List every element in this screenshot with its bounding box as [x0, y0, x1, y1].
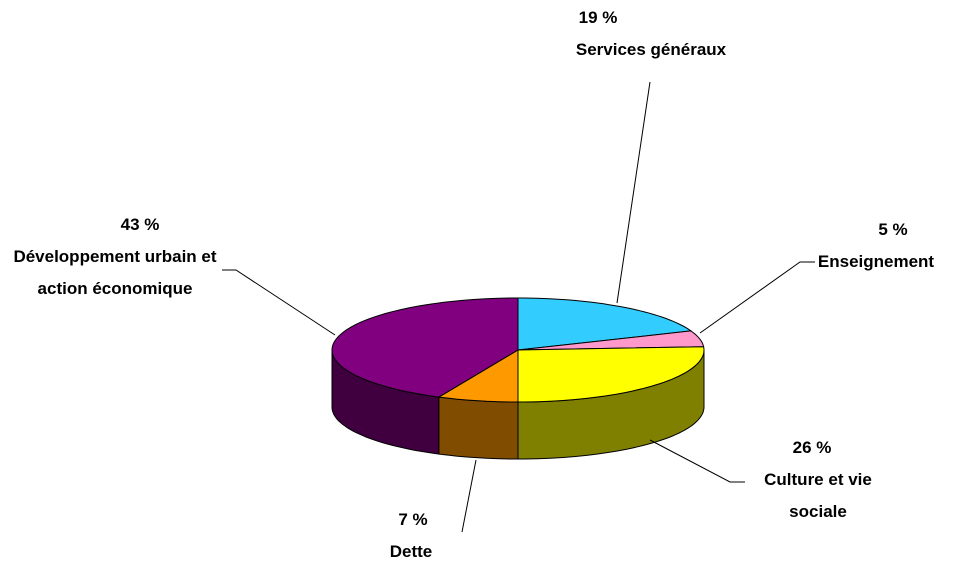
leader-line: [699, 261, 815, 334]
leader-line: [461, 459, 477, 533]
slice-label: 43 % Développement urbain et action écono…: [0, 209, 230, 305]
slice-label: 26 % Culture et vie sociale: [738, 432, 898, 528]
value-label: 26 %: [792, 438, 832, 457]
category-label: Développement urbain et action économiqu…: [13, 247, 217, 298]
category-label: Dette: [389, 542, 433, 561]
slice-label: 19 % Services généraux: [531, 2, 771, 66]
slice-label: 5 % Enseignement: [796, 214, 956, 278]
value-label: 19 %: [578, 8, 618, 27]
category-label: Culture et vie sociale: [764, 470, 872, 521]
slice: [331, 297, 519, 398]
category-label: Services généraux: [575, 40, 727, 59]
slice-side: [438, 396, 519, 460]
value-label: 43 %: [120, 215, 160, 234]
slice: [517, 330, 705, 351]
slice: [437, 349, 519, 403]
slice: [517, 297, 693, 351]
value-label: 7 %: [398, 510, 428, 529]
slice-label: 7 % Dette: [361, 504, 461, 563]
leader-line: [649, 439, 745, 483]
slice: [517, 346, 705, 403]
leader-line: [616, 81, 651, 304]
category-label: Enseignement: [817, 252, 935, 271]
leader-line: [222, 269, 336, 336]
value-label: 5 %: [878, 220, 908, 239]
